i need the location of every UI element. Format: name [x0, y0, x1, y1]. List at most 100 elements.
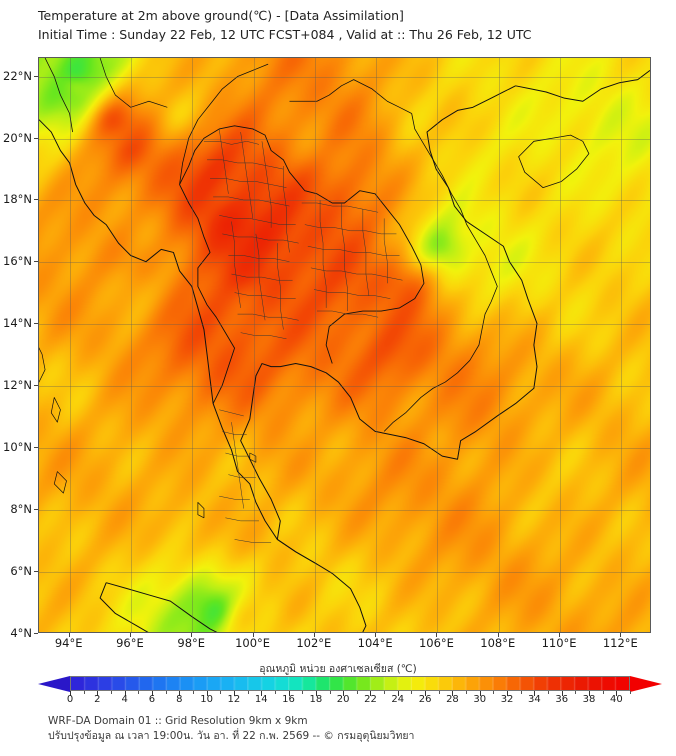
coastline-sumatra-east [106, 582, 218, 632]
colorbar-tick-label: 18 [309, 694, 323, 705]
colorbar-tick [397, 691, 399, 696]
province-boundary [319, 200, 327, 308]
province-boundary [218, 128, 229, 194]
colorbar-tick [192, 691, 194, 694]
y-axis-label: 16°N [3, 254, 32, 269]
footer-model-line: WRF-DA Domain 01 :: Grid Resolution 9km … [48, 715, 308, 727]
x-axis-tick [313, 633, 315, 637]
province-boundary [313, 289, 391, 299]
colorbar-tick [411, 691, 413, 694]
colorbar-tick-label: 12 [227, 694, 241, 705]
colorbar: อุณหภูมิ หน่วย องศาเซลเซียส (℃) 0 2 4 6 8 10 1… [0, 660, 676, 710]
province-boundary [219, 215, 296, 225]
colorbar-tick [384, 691, 386, 694]
x-axis-label: 102°E [296, 636, 332, 650]
y-axis-tick [34, 199, 38, 201]
island-andaman [39, 347, 46, 383]
coastline-china-south [515, 69, 650, 102]
border-myanmar-internal [99, 58, 168, 108]
colorbar-tick-label: 14 [254, 694, 268, 705]
x-axis-tick [375, 633, 377, 637]
y-axis-tick [34, 385, 38, 387]
border-thailand-west [179, 184, 236, 404]
border-thailand-north-east [179, 125, 425, 364]
coastline-sumatra-west [99, 582, 149, 632]
colorbar-tick [438, 691, 440, 694]
colorbar-tick [206, 691, 208, 696]
footer-update-line: ปรับปรุงข้อมูล ณ เวลา 19:00น. วัน อา. ที… [48, 730, 415, 742]
colorbar-title: อุณหภูมิ หน่วย องศาเซลเซียส (℃) [259, 663, 417, 675]
province-boundary [283, 166, 290, 253]
colorbar-tick [165, 691, 167, 694]
colorbar-tick [288, 691, 290, 696]
island-nicobar [53, 471, 67, 494]
y-axis-tick [34, 571, 38, 573]
y-axis-label: 6°N [10, 564, 32, 579]
province-boundary [383, 218, 388, 284]
province-boundary [277, 243, 284, 330]
province-boundary [240, 332, 287, 340]
x-axis-label: 110°E [541, 636, 577, 650]
colorbar-under-arrow [38, 676, 70, 692]
colorbar-tick-label: 34 [528, 694, 541, 705]
province-boundary [255, 233, 266, 321]
colorbar-tick-label: 10 [200, 694, 213, 705]
y-axis-label: 22°N [3, 68, 32, 83]
island-phuket [197, 502, 205, 519]
province-boundary [234, 539, 272, 543]
map-plot-area[interactable] [38, 57, 651, 633]
colorbar-tick [602, 691, 604, 694]
coastline-malay-east [331, 573, 367, 632]
colorbar-gradient [70, 676, 630, 691]
colorbar-tick [507, 691, 509, 696]
colorbar-tick [520, 691, 522, 694]
x-axis-tick [497, 633, 499, 637]
colorbar-tick [466, 691, 468, 694]
y-axis-tick [34, 323, 38, 325]
border-vietnam-laos-cambodia [383, 113, 498, 432]
colorbar-tick-label: 6 [148, 694, 156, 705]
chart-subtitle: Initial Time : Sunday 22 Feb, 12 UTC FCS… [38, 27, 532, 42]
colorbar-tick [247, 691, 249, 694]
colorbar-tick [548, 691, 550, 694]
y-axis-label: 18°N [3, 192, 32, 207]
colorbar-tick [315, 691, 317, 696]
province-boundary [341, 202, 348, 312]
chart-title: Temperature at 2m above ground(℃) - [Dat… [38, 8, 404, 23]
province-boundary [261, 141, 272, 228]
x-axis-label: 94°E [54, 636, 83, 650]
colorbar-tick-label: 28 [446, 694, 459, 705]
y-axis-tick [34, 509, 38, 511]
x-axis-label: 106°E [418, 636, 454, 650]
temperature-field [39, 58, 650, 632]
colorbar-tick [138, 691, 140, 694]
province-boundary [310, 267, 403, 281]
colorbar-tick-label: 2 [94, 694, 101, 705]
province-boundary [228, 474, 256, 478]
colorbar-tick [575, 691, 577, 694]
footer-block: WRF-DA Domain 01 :: Grid Resolution 9km … [48, 714, 668, 744]
province-boundary [231, 273, 293, 281]
colorbar-tick [561, 691, 563, 696]
province-boundary [231, 221, 241, 308]
colorbar-tick-label: 16 [282, 694, 295, 705]
x-axis-tick [68, 633, 70, 637]
colorbar-tick [479, 691, 481, 696]
y-axis-tick [34, 633, 38, 634]
x-axis-tick [436, 633, 438, 637]
colorbar-tick [493, 691, 495, 694]
colorbar-tick-label: 38 [582, 694, 596, 705]
colorbar-tick-label: 20 [336, 694, 350, 705]
y-axis-label: 10°N [3, 440, 32, 455]
province-boundary [210, 178, 287, 188]
colorbar-tick [83, 691, 85, 694]
x-axis-label: 108°E [480, 636, 516, 650]
x-axis-label: 104°E [357, 636, 393, 650]
province-boundary [362, 209, 370, 296]
x-axis-label: 98°E [177, 636, 206, 650]
colorbar-tick-label: 4 [121, 694, 128, 705]
colorbar-tick [589, 691, 591, 696]
y-axis-tick [34, 137, 38, 139]
colorbar-tick [343, 691, 345, 696]
x-axis-tick [620, 633, 622, 637]
